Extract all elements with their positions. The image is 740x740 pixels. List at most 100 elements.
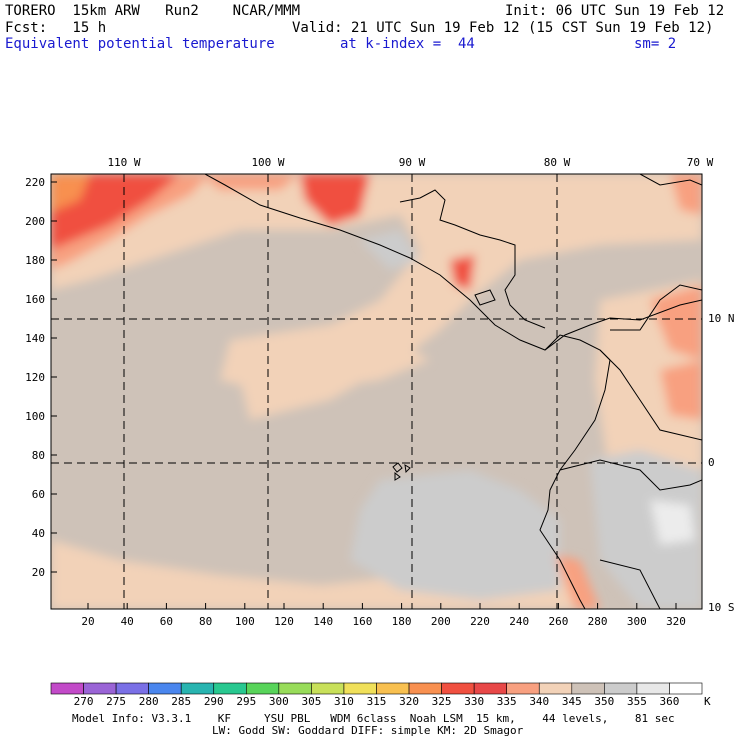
forecast-hour: Fcst: 15 h (5, 20, 107, 36)
salmon-region-venezuela (650, 285, 702, 360)
border-colombia (599, 349, 702, 441)
colorbar-label: 325 (432, 695, 452, 708)
lake-nicaragua (474, 289, 496, 306)
temperature-field (51, 174, 702, 609)
x-tick-label: 200 (431, 615, 451, 628)
coastlines (204, 174, 702, 609)
colorbar-label: 275 (106, 695, 126, 708)
colorbar-label: 330 (464, 695, 484, 708)
red-region-nw (51, 174, 180, 250)
colorbar-swatch (669, 682, 703, 695)
salmon-region-caribbean (670, 174, 702, 215)
colorbar: 270 275 280 285 290 295 300 305 310 315 320 325 330 3… (50, 682, 711, 708)
border-ecuador-peru (559, 459, 702, 491)
red-region-mexico (300, 174, 370, 225)
colorbar-swatch (278, 682, 312, 695)
colorbar-label: 340 (529, 695, 549, 708)
colorbar-swatch (473, 682, 507, 695)
colorbar-label: 285 (171, 695, 191, 708)
x-tick-label: 180 (392, 615, 412, 628)
x-tick-label: 160 (352, 615, 372, 628)
lon-label: 100 W (251, 156, 284, 169)
x-tick-label: 140 (313, 615, 333, 628)
colorbar-swatch (213, 682, 247, 695)
colorbar-swatch (343, 682, 377, 695)
colorbar-swatch (506, 682, 540, 695)
colorbar-swatch (246, 682, 280, 695)
colorbar-label: 290 (204, 695, 224, 708)
y-tick-label: 220 (25, 176, 45, 189)
x-tick-label: 320 (666, 615, 686, 628)
lon-label: 110 W (107, 156, 140, 169)
y-tick-label: 100 (25, 410, 45, 423)
colorbar-label: 350 (594, 695, 614, 708)
colorbar-label: 305 (301, 695, 321, 708)
x-axis-ticks: 20 40 60 80 100 120 140 160 180 200 220 240 260 280 30… (81, 603, 686, 628)
y-tick-label: 160 (25, 293, 45, 306)
colorbar-swatch (441, 682, 475, 695)
lon-label: 90 W (399, 156, 426, 169)
x-tick-label: 280 (588, 615, 608, 628)
colorbar-unit: K (704, 695, 711, 708)
colorbar-swatch (50, 682, 84, 695)
salmon-region-peru (555, 555, 600, 609)
grey-region-andes (590, 450, 702, 609)
model-info: Model Info: V3.3.1 KF YSU PBL WDM 6class… (72, 712, 675, 725)
colorbar-label: 300 (269, 695, 289, 708)
model-title: TORERO 15km ARW Run2 NCAR/MMM (5, 3, 301, 19)
y-tick-label: 60 (32, 488, 45, 501)
x-tick-label: 220 (470, 615, 490, 628)
coastline-pacific-north (204, 174, 702, 351)
colorbar-label: 360 (660, 695, 680, 708)
galapagos-islands (392, 462, 411, 481)
colorbar-label: 315 (367, 695, 387, 708)
init-time: Init: 06 UTC Sun 19 Feb 12 (505, 3, 725, 19)
grey-region-ocean (350, 470, 560, 600)
x-tick-label: 80 (199, 615, 212, 628)
lon-label: 80 W (544, 156, 571, 169)
coastline-south-america-north (610, 284, 702, 331)
colorbar-swatch (604, 682, 638, 695)
y-tick-label: 120 (25, 371, 45, 384)
x-tick-label: 260 (548, 615, 568, 628)
colorbar-swatch (408, 682, 442, 695)
colorbar-swatch (180, 682, 215, 695)
y-tick-label: 140 (25, 332, 45, 345)
red-region-honduras (450, 255, 475, 290)
x-tick-label: 120 (274, 615, 294, 628)
colorbar-label: 335 (497, 695, 517, 708)
colorbar-label: 310 (334, 695, 354, 708)
lat-label: 10 N (708, 312, 735, 325)
x-tick-label: 300 (627, 615, 647, 628)
map-frame (50, 173, 703, 610)
latitude-labels: 10 N 0 10 S (708, 312, 735, 614)
light-region-amazon (650, 500, 695, 545)
colorbar-label: 355 (627, 695, 647, 708)
x-tick-label: 240 (509, 615, 529, 628)
field-name: Equivalent potential temperature (5, 36, 275, 52)
colorbar-label: 320 (399, 695, 419, 708)
colorbar-swatch (115, 682, 149, 695)
y-tick-label: 180 (25, 254, 45, 267)
coastline-cuba (639, 174, 702, 186)
colorbar-label: 280 (139, 695, 159, 708)
y-tick-label: 20 (32, 566, 45, 579)
grey-region-gulf (360, 230, 420, 270)
peach-band-central (220, 320, 430, 395)
colorbar-label: 270 (74, 695, 94, 708)
colorbar-label: 295 (236, 695, 256, 708)
longitude-labels: 110 W 100 W 90 W 80 W 70 W (107, 156, 713, 169)
colorbar-swatch (148, 682, 182, 695)
physics-info: LW: Godd SW: Goddard DIFF: simple KM: 2D… (212, 724, 524, 737)
lat-label: 10 S (708, 601, 735, 614)
colorbar-swatch (538, 682, 573, 695)
lat-label: 0 (708, 456, 715, 469)
y-tick-label: 80 (32, 449, 45, 462)
graticule (51, 174, 702, 609)
salmon-region-mexico (200, 174, 300, 190)
salmon-region-colombia (660, 360, 702, 420)
y-tick-label: 40 (32, 527, 45, 540)
colorbar-swatch (571, 682, 605, 695)
colorbar-swatch (376, 682, 410, 695)
peach-region-north (51, 174, 702, 420)
